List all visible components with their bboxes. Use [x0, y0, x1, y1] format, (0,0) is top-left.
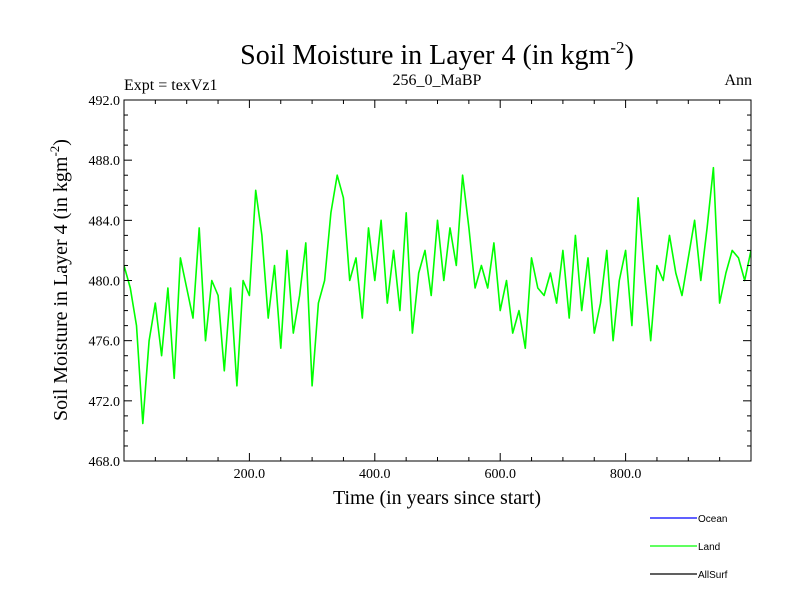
- y-tick-label: 484.0: [89, 214, 121, 229]
- y-axis-label-superscript: -2: [47, 146, 62, 157]
- y-axis-label-close: ): [50, 139, 72, 146]
- chart-title-superscript: -2: [610, 38, 624, 57]
- experiment-label: Expt = texVz1: [124, 77, 217, 94]
- legend-label-ocean: Ocean: [698, 514, 727, 525]
- chart-title: Soil Moisture in Layer 4 (in kgm-2): [240, 38, 634, 71]
- chart-title-main: Soil Moisture in Layer 4 (in kgm: [240, 40, 610, 71]
- legend-label-allsurf: AllSurf: [698, 570, 728, 581]
- x-tick-label: 200.0: [234, 467, 266, 482]
- run-label: 256_0_MaBP: [393, 72, 482, 89]
- y-tick-label: 488.0: [89, 154, 121, 169]
- x-tick-label: 400.0: [359, 467, 391, 482]
- y-tick-label: 492.0: [89, 94, 121, 109]
- y-tick-label: 472.0: [89, 395, 121, 410]
- chart-title-close: ): [625, 40, 634, 71]
- x-axis-label: Time (in years since start): [333, 487, 541, 509]
- x-tick-label: 800.0: [610, 467, 642, 482]
- y-ticks: 468.0 472.0 476.0 480.0 484.0 488.0 492.0: [89, 94, 751, 470]
- y-axis-label: Soil Moisture in Layer 4 (in kgm-2): [47, 139, 72, 421]
- x-ticks: 200.0 400.0 600.0 800.0: [154, 100, 721, 482]
- legend-label-land: Land: [698, 542, 720, 553]
- legend: Ocean Land AllSurf: [650, 514, 728, 581]
- x-tick-label: 600.0: [484, 467, 516, 482]
- plot-area: 200.0 400.0 600.0 800.0 468.0 472.0 476.0 480.…: [89, 94, 752, 482]
- season-label: Ann: [724, 72, 752, 89]
- y-tick-label: 476.0: [89, 335, 121, 350]
- y-axis-label-main: Soil Moisture in Layer 4 (in kgm: [50, 156, 72, 421]
- land-series-line: [124, 166, 751, 425]
- y-tick-label: 480.0: [89, 275, 121, 290]
- plot-frame: [123, 99, 752, 462]
- y-tick-label: 468.0: [89, 455, 121, 470]
